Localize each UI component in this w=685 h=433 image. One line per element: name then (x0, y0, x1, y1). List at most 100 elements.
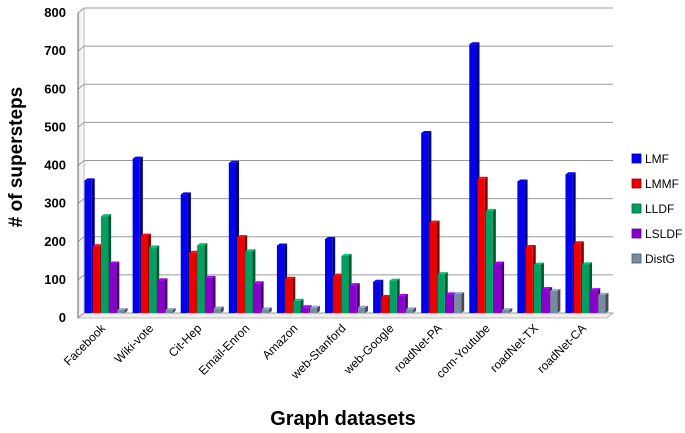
x-tick-label: Facebook (61, 321, 109, 369)
bar-top (550, 288, 561, 291)
bar-top (453, 291, 465, 294)
bar-top (197, 243, 208, 246)
bar-front (381, 296, 389, 313)
bar-top (333, 273, 344, 276)
bar-front (598, 294, 606, 313)
bar-side (116, 261, 120, 313)
bar-top (245, 249, 256, 252)
bar-top (590, 288, 601, 291)
bar-side (316, 305, 320, 313)
y-axis-title: # of supersteps (6, 87, 27, 227)
bar-front (349, 285, 357, 313)
x-tick-label: Email-Enron (196, 321, 253, 378)
plot-floor (77, 312, 614, 319)
bar-top (349, 283, 360, 286)
bar-side (461, 291, 465, 313)
bar-front (132, 158, 140, 313)
legend-swatch (631, 178, 642, 189)
bar-side (413, 307, 417, 313)
bar-side (268, 307, 272, 313)
bar-top (237, 235, 248, 238)
bar-front (541, 288, 550, 313)
bar-top (157, 278, 168, 281)
bar-front (437, 274, 445, 313)
bar-distg-web-stanford (357, 305, 368, 313)
legend-swatch (631, 203, 642, 214)
bar-front (245, 251, 253, 313)
legend-item-lldf: LLDF (631, 202, 674, 216)
bar-top (469, 42, 480, 45)
bar-front (165, 309, 173, 313)
gridline-side (77, 83, 85, 90)
bar-front (533, 264, 541, 313)
bar-front (333, 275, 341, 313)
bar-lsldf-wiki-vote (157, 278, 168, 313)
x-tick-label: Amazon (259, 321, 300, 362)
bar-front (109, 263, 117, 313)
bar-front (405, 309, 414, 313)
bar-side (501, 261, 505, 313)
bar-side (260, 281, 264, 313)
bar-lsldf-cit-hep (205, 275, 216, 313)
bar-top (389, 278, 400, 281)
bar-front (117, 309, 125, 313)
bar-top (405, 307, 417, 310)
legend-swatch (631, 153, 642, 164)
bar-front (590, 290, 598, 313)
x-tick-label: roadNet-CA (534, 321, 589, 376)
bar-side (164, 278, 168, 313)
bar-front (397, 295, 405, 313)
bar-top (477, 176, 488, 179)
bar-front (565, 174, 573, 313)
legend-swatch (631, 253, 642, 264)
y-tick-label: 100 (44, 272, 66, 287)
bar-top (437, 272, 448, 275)
bar-lsldf-web-google (397, 293, 408, 313)
y-tick-label: 600 (44, 81, 66, 96)
legend-label: LMF (645, 152, 669, 166)
bar-front (469, 44, 477, 313)
gridline-side (77, 198, 85, 205)
bar-front (581, 264, 590, 313)
bar-lsldf-email-enron (253, 281, 264, 313)
bar-top (276, 243, 288, 246)
bar-front (373, 281, 381, 313)
legend-swatch (631, 228, 642, 239)
bar-front (502, 309, 510, 313)
x-tick-label: web-Google (340, 321, 397, 378)
bar-top (357, 305, 368, 308)
bar-side (557, 288, 561, 313)
bar-front (188, 252, 197, 313)
bar-front (493, 263, 502, 313)
bar-top (84, 178, 95, 181)
bar-top (445, 292, 456, 295)
bar-side (365, 305, 368, 313)
bar-top (525, 245, 536, 248)
legend-label: LLDF (645, 202, 674, 216)
bar-top (309, 305, 320, 308)
x-tick-label: Wiki-vote (111, 321, 156, 366)
bar-top (533, 262, 544, 265)
bar-distg-facebook (117, 307, 128, 313)
bar-top (301, 305, 312, 308)
bar-distg-com-youtube (502, 307, 513, 313)
bar-front (149, 247, 157, 313)
bar-front (309, 307, 317, 313)
bar-front (197, 245, 205, 313)
bar-top (117, 307, 128, 310)
bar-front (421, 133, 429, 313)
bar-front (84, 180, 92, 313)
bar-distg-wiki-vote (165, 307, 176, 313)
bar-lsldf-com-youtube (493, 261, 505, 313)
bar-top (373, 279, 384, 282)
y-tick-label: 400 (44, 158, 66, 173)
bar-top (493, 261, 505, 264)
bar-front (429, 222, 437, 313)
y-tick-label: 800 (44, 5, 66, 20)
bar-front (573, 243, 581, 313)
gridline-side (77, 7, 85, 14)
bar-distg-roadnet-pa (453, 291, 465, 313)
legend-item-lmmf: LMMF (631, 177, 679, 191)
gridline-side (77, 160, 85, 166)
